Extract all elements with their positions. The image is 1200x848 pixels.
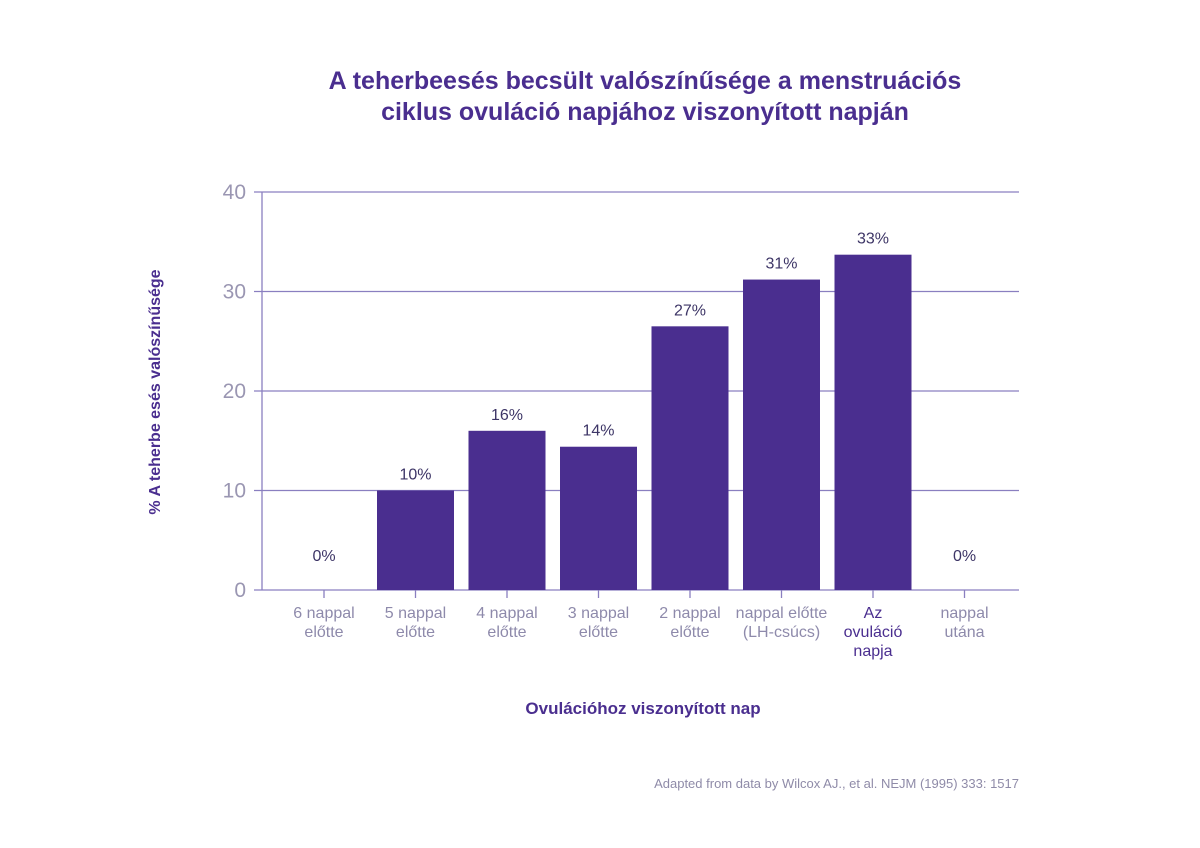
x-axis-label: Ovulációhoz viszonyított nap <box>525 699 760 718</box>
x-category-label: nappal utána <box>940 605 988 641</box>
y-tick-label: 30 <box>223 281 246 304</box>
bars <box>377 254 912 590</box>
chart-title-line-1: A teherbeesés becsült valószínűsége a me… <box>328 67 962 95</box>
data-labels: 0% 10% 16% 14% 27% 31% 33% 0% <box>312 231 976 565</box>
data-label: 0% <box>953 548 976 565</box>
bar <box>377 490 454 590</box>
y-tick-label: 10 <box>223 480 246 503</box>
source-note: Adapted from data by Wilcox AJ., et al. … <box>654 776 1019 791</box>
x-category-label: nappal előtte (LH-csúcs) <box>736 605 828 641</box>
bar <box>651 326 729 590</box>
data-label: 27% <box>674 302 706 319</box>
y-axis-ticks: 0 10 20 30 40 <box>223 181 246 602</box>
chart-title: A teherbeesés becsült valószínűsége a me… <box>200 66 1090 128</box>
x-category-label: 3 nappal előtte <box>568 605 629 641</box>
data-label: 14% <box>582 423 614 440</box>
bar <box>834 254 912 590</box>
data-label: 31% <box>765 256 797 273</box>
y-tick-label: 0 <box>234 579 246 602</box>
y-axis-label: % A teherbe esés valószínűsége <box>147 269 164 514</box>
x-category-label: 6 nappal előtte <box>293 605 354 641</box>
y-tick-label: 20 <box>223 380 246 403</box>
x-category-label: 5 nappal előtte <box>385 605 446 641</box>
data-label: 10% <box>399 467 431 484</box>
x-category-label: 2 nappal előtte <box>659 605 720 641</box>
x-category-label: 4 nappal előtte <box>476 605 537 641</box>
chart-title-line-2: ciklus ovuláció napjához viszonyított na… <box>381 98 909 126</box>
bar <box>468 430 546 590</box>
bar <box>560 446 637 590</box>
data-label: 0% <box>312 548 335 565</box>
x-axis-ticks: 6 nappal előtte 5 nappal előtte 4 nappal előt… <box>293 590 989 660</box>
x-category-label: Az ovuláció napja <box>844 605 903 660</box>
data-label: 33% <box>857 231 889 248</box>
y-tick-label: 40 <box>223 181 246 204</box>
bar <box>743 279 820 590</box>
data-label: 16% <box>491 407 523 424</box>
